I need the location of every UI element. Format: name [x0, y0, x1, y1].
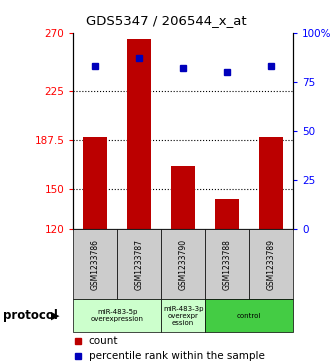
Text: miR-483-3p
overexpr
ession: miR-483-3p overexpr ession: [163, 306, 203, 326]
Text: GSM1233786: GSM1233786: [91, 238, 100, 290]
Text: control: control: [237, 313, 261, 319]
Text: percentile rank within the sample: percentile rank within the sample: [89, 351, 264, 361]
Text: GSM1233790: GSM1233790: [178, 238, 188, 290]
Bar: [205, 229, 249, 299]
Text: protocol: protocol: [3, 309, 58, 322]
Bar: [205, 299, 293, 332]
Text: GDS5347 / 206544_x_at: GDS5347 / 206544_x_at: [86, 15, 247, 28]
Bar: [249, 229, 293, 299]
Text: miR-483-5p
overexpression: miR-483-5p overexpression: [91, 309, 144, 322]
Bar: [171, 166, 195, 229]
Bar: [127, 39, 151, 229]
Bar: [73, 299, 161, 332]
Bar: [259, 137, 283, 229]
Text: count: count: [89, 336, 118, 346]
Bar: [161, 299, 205, 332]
Bar: [73, 229, 117, 299]
Text: ▶: ▶: [51, 311, 60, 321]
Bar: [215, 199, 239, 229]
Bar: [83, 137, 107, 229]
Bar: [161, 229, 205, 299]
Bar: [117, 229, 161, 299]
Text: GSM1233789: GSM1233789: [266, 238, 276, 290]
Text: GSM1233787: GSM1233787: [135, 238, 144, 290]
Text: GSM1233788: GSM1233788: [222, 238, 232, 290]
